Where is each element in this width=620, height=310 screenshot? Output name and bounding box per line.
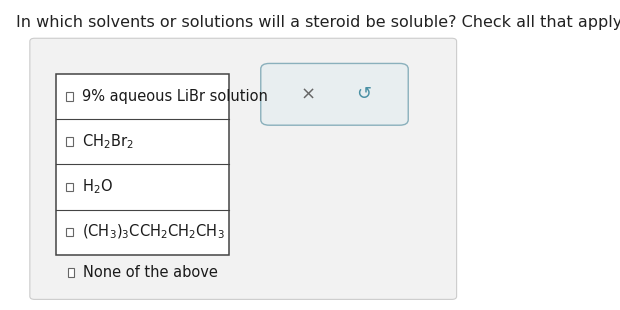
Text: In which solvents or solutions will a steroid be soluble? Check all that apply.: In which solvents or solutions will a st…	[16, 15, 620, 30]
Text: ×: ×	[301, 85, 316, 103]
Bar	[66, 137, 73, 146]
Text: $\mathregular{(CH_3)_3CCH_2CH_2CH_3}$: $\mathregular{(CH_3)_3CCH_2CH_2CH_3}$	[81, 223, 224, 241]
Text: 9% aqueous LiBr solution: 9% aqueous LiBr solution	[81, 89, 267, 104]
Text: None of the above: None of the above	[83, 265, 218, 280]
Bar	[66, 228, 73, 237]
Text: ↺: ↺	[356, 85, 371, 103]
Bar	[66, 183, 73, 191]
Text: $\mathregular{CH_2Br_2}$: $\mathregular{CH_2Br_2}$	[81, 132, 133, 151]
Bar	[68, 268, 74, 277]
FancyBboxPatch shape	[56, 73, 229, 255]
Bar	[66, 92, 73, 100]
FancyBboxPatch shape	[30, 38, 456, 299]
FancyBboxPatch shape	[261, 64, 408, 125]
Text: $\mathregular{H_2O}$: $\mathregular{H_2O}$	[81, 178, 112, 196]
